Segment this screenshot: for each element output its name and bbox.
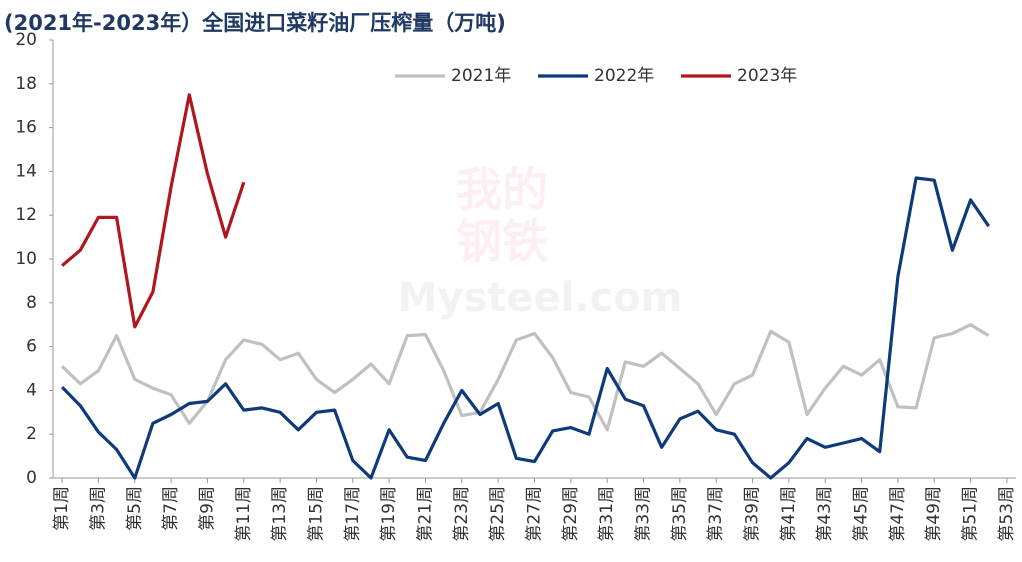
x-tick-label: 第1周: [52, 486, 72, 531]
x-tick-label: 第29周: [561, 486, 581, 542]
x-tick-label: 第37周: [706, 486, 726, 542]
x-tick-label: 第33周: [634, 486, 654, 542]
x-tick-label: 第9周: [197, 486, 217, 531]
x-tick-label: 第27周: [525, 486, 545, 542]
y-tick-label: 2: [26, 424, 37, 444]
watermark: 钢铁: [456, 215, 548, 269]
x-tick-label: 第25周: [488, 486, 508, 542]
series-line: [60, 323, 990, 432]
legend-label: 2023年: [737, 66, 797, 86]
y-tick-label: 20: [15, 30, 37, 50]
x-tick-label: 第17周: [343, 486, 363, 542]
chart-title: (2021年-2023年）全国进口菜籽油厂压榨量（万吨): [4, 11, 506, 35]
x-tick-label: 第11周: [234, 486, 254, 542]
x-tick-label: 第41周: [779, 486, 799, 542]
x-tick-label: 第39周: [743, 486, 763, 542]
x-tick-label: 第19周: [379, 486, 399, 542]
series-line: [60, 176, 991, 480]
y-tick-label: 10: [15, 249, 37, 269]
x-tick-label: 第21周: [415, 486, 435, 542]
legend-label: 2022年: [594, 66, 654, 86]
x-tick-label: 第3周: [88, 486, 108, 531]
y-tick-label: 18: [15, 74, 37, 94]
x-tick-label: 第7周: [161, 486, 181, 531]
x-tick-label: 第15周: [306, 486, 326, 542]
y-tick-label: 16: [15, 118, 37, 138]
y-tick-label: 6: [26, 337, 37, 357]
series-line: [61, 93, 246, 329]
x-tick-label: 第47周: [888, 486, 908, 542]
x-tick-label: 第5周: [125, 486, 145, 531]
x-tick-label: 第31周: [597, 486, 617, 542]
x-tick-label: 第43周: [815, 486, 835, 542]
x-tick-label: 第53周: [997, 486, 1017, 542]
y-tick-label: 0: [26, 468, 37, 488]
y-tick-label: 12: [15, 205, 37, 225]
x-tick-label: 第13周: [270, 486, 290, 542]
x-tick-label: 第45周: [852, 486, 872, 542]
watermark: 我的: [456, 163, 548, 217]
legend-label: 2021年: [451, 66, 511, 86]
y-tick-label: 8: [26, 293, 37, 313]
x-tick-label: 第23周: [452, 486, 472, 542]
watermark: Mysteel.com: [398, 275, 683, 321]
y-tick-label: 14: [15, 161, 37, 181]
y-tick-label: 4: [26, 380, 37, 400]
x-tick-label: 第49周: [924, 486, 944, 542]
x-tick-label: 第51周: [961, 486, 981, 542]
x-tick-label: 第35周: [670, 486, 690, 542]
